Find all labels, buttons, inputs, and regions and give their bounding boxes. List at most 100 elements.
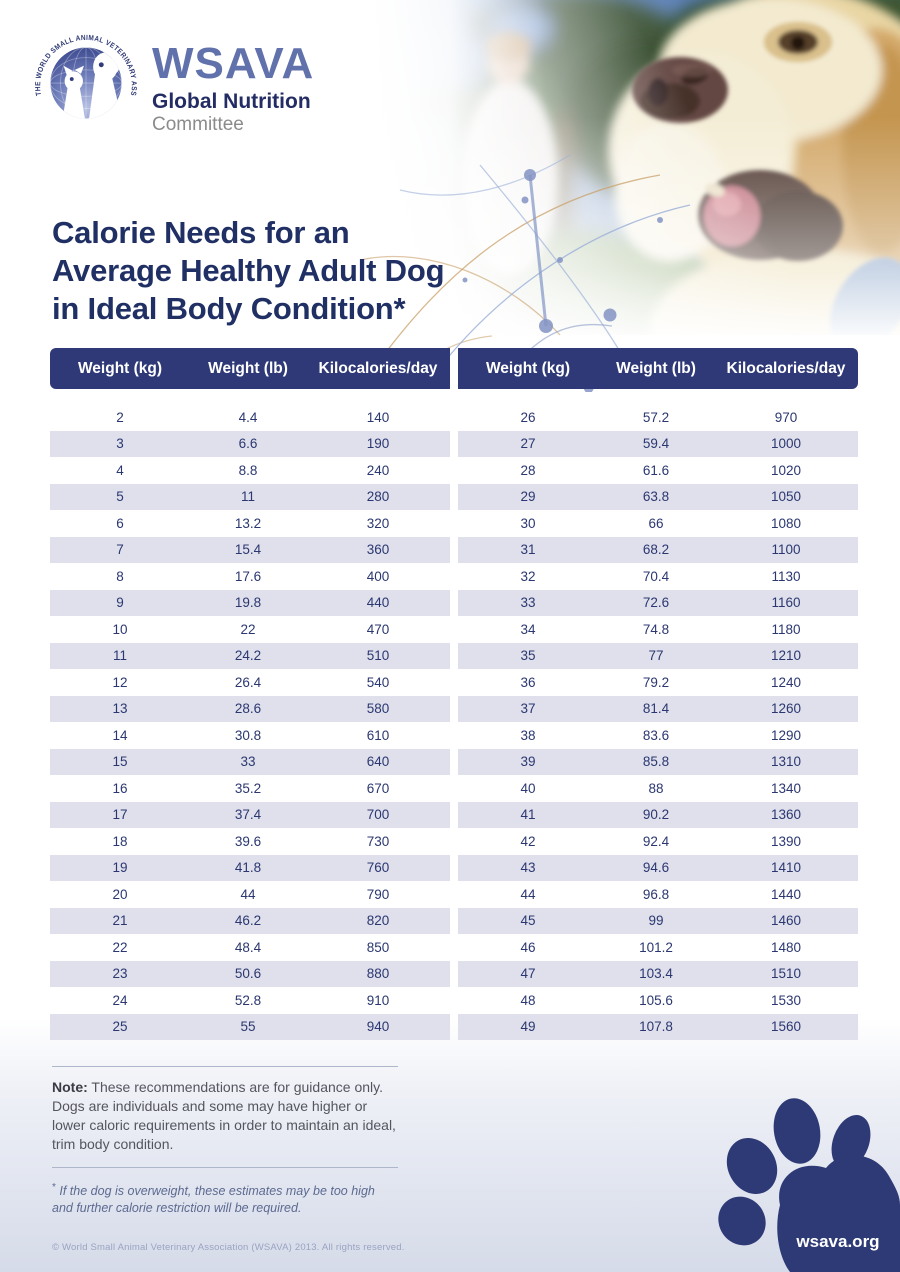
- swirl-line: [379, 174, 661, 361]
- table-row: 10 22 470: [50, 616, 450, 643]
- table-row: 16 35.2 670: [50, 775, 450, 802]
- table-cell: 35.2: [234, 780, 262, 796]
- table-row: 46 101.2 1480: [458, 934, 858, 961]
- notes-section: Note: These recommendations are for guid…: [52, 1066, 398, 1230]
- table-cell: 1360: [770, 807, 802, 823]
- table-cell: 68.2: [642, 542, 670, 558]
- table-cell: 6: [116, 515, 124, 531]
- table-row: 17 37.4 700: [50, 801, 450, 828]
- table-cell: 63.8: [642, 489, 670, 505]
- website-label: wsava.org: [795, 1232, 879, 1251]
- table-cell: 28: [520, 462, 536, 478]
- title-line-1: Calorie Needs for an: [52, 215, 350, 250]
- table-cell: 77: [648, 648, 664, 664]
- table-row: 12 26.4 540: [50, 669, 450, 696]
- table-cell: 92.4: [642, 833, 670, 849]
- table-cell: 74.8: [642, 621, 670, 637]
- table-cell: 970: [774, 409, 798, 425]
- table-cell: 57.2: [642, 409, 670, 425]
- table-cell: 1310: [770, 754, 802, 770]
- table-row: 45 99 1460: [458, 907, 858, 934]
- table-cell: 17.6: [234, 568, 262, 584]
- table-cell: 760: [366, 860, 390, 876]
- paw-print-icon: [718, 1098, 900, 1272]
- table-row: 20 44 790: [50, 881, 450, 908]
- table-cell: 5: [116, 489, 124, 505]
- table-cell: 19: [112, 860, 128, 876]
- table-cell: 19.8: [234, 595, 262, 611]
- table-cell: 18: [112, 833, 128, 849]
- table-cell: 360: [366, 542, 390, 558]
- table-cell: 6.6: [238, 436, 258, 452]
- table-cell: 105.6: [639, 992, 673, 1008]
- footnote-marker: *: [52, 1182, 56, 1193]
- table-cell: 30: [520, 515, 536, 531]
- table-cell: 88: [648, 780, 664, 796]
- table-cell: 940: [366, 1019, 390, 1035]
- table-row: 36 79.2 1240: [458, 669, 858, 696]
- table-cell: 33: [520, 595, 536, 611]
- table-row: 2 4.4 140: [50, 404, 450, 431]
- table-cell: 3: [116, 436, 124, 452]
- table-cell: 670: [366, 780, 390, 796]
- table-cell: 510: [366, 648, 390, 664]
- table-row: 41 90.2 1360: [458, 801, 858, 828]
- table-row: 49 107.8 1560: [458, 1013, 858, 1040]
- table-cell: 440: [366, 595, 390, 611]
- table-row: 27 59.4 1000: [458, 430, 858, 457]
- table-cell: 470: [366, 621, 390, 637]
- table-cell: 20: [112, 886, 128, 902]
- table-cell: 94.6: [642, 860, 670, 876]
- table-row: 3 6.6 190: [50, 430, 450, 457]
- table-cell: 42: [520, 833, 536, 849]
- table-row: 11 24.2 510: [50, 642, 450, 669]
- table-cell: 26.4: [234, 674, 262, 690]
- table-cell: 37.4: [234, 807, 262, 823]
- table-row: 40 88 1340: [458, 775, 858, 802]
- col-header-kcal: Kilocalories/day: [306, 348, 450, 389]
- footnote: * If the dog is overweight, these estima…: [52, 1179, 398, 1217]
- table-cell: 48: [520, 992, 536, 1008]
- table-cell: 1480: [770, 939, 802, 955]
- table-cell: 41.8: [234, 860, 262, 876]
- table-cell: 240: [366, 462, 390, 478]
- table-cell: 33: [240, 754, 256, 770]
- table-cell: 21: [112, 913, 128, 929]
- table-cell: 1410: [770, 860, 802, 876]
- calorie-tables: Weight (kg) Weight (lb) Kilocalories/day…: [50, 348, 858, 1040]
- col-header-weight-lb: Weight (lb): [598, 348, 714, 389]
- spacer-row: [50, 389, 450, 404]
- brand-block: WSAVA Global Nutrition Committee: [152, 39, 315, 135]
- table-cell: 103.4: [639, 966, 673, 982]
- table-cell: 910: [366, 992, 390, 1008]
- table-cell: 31: [520, 542, 536, 558]
- table-cell: 27: [520, 436, 536, 452]
- table-cell: 24: [112, 992, 128, 1008]
- table-cell: 28.6: [234, 701, 262, 717]
- table-row: 13 28.6 580: [50, 695, 450, 722]
- table-row: 7 15.4 360: [50, 536, 450, 563]
- table-cell: 34: [520, 621, 536, 637]
- brand-acronym: WSAVA: [152, 39, 315, 88]
- col-header-weight-lb: Weight (lb): [190, 348, 306, 389]
- calorie-table-left-body: 2 4.4 140 3 6.6 190 4 8.8 240 5 11 280 6 13.2 320 7 15.4…: [50, 389, 450, 1040]
- photo-fade-bottom: [370, 0, 900, 335]
- table-cell: 79.2: [642, 674, 670, 690]
- table-row: 22 48.4 850: [50, 934, 450, 961]
- table-cell: 790: [366, 886, 390, 902]
- table-cell: 25: [112, 1019, 128, 1035]
- table-row: 15 33 640: [50, 748, 450, 775]
- table-cell: 49: [520, 1019, 536, 1035]
- table-cell: 1080: [770, 515, 802, 531]
- table-cell: 400: [366, 568, 390, 584]
- spacer-row: [458, 389, 858, 404]
- cat-eye: [69, 77, 74, 81]
- hero-photo: [370, 0, 900, 335]
- table-cell: 15.4: [234, 542, 262, 558]
- table-row: 47 103.4 1510: [458, 960, 858, 987]
- table-cell: 52.8: [234, 992, 262, 1008]
- table-row: 48 105.6 1530: [458, 987, 858, 1014]
- table-header-row: Weight (kg) Weight (lb) Kilocalories/day: [50, 348, 450, 389]
- table-cell: 70.4: [642, 568, 670, 584]
